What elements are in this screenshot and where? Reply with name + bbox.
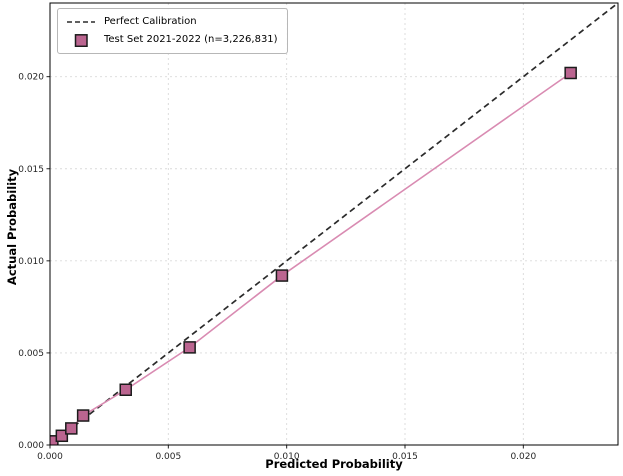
data-point-marker xyxy=(76,409,90,422)
dashed-line-swatch xyxy=(67,21,95,23)
y-tick-label: 0.005 xyxy=(18,349,44,359)
data-point-marker xyxy=(275,269,289,282)
perfect-calibration-line xyxy=(49,2,619,446)
square-marker-swatch xyxy=(74,33,88,47)
x-tick-label: 0.000 xyxy=(37,452,63,462)
data-point-marker xyxy=(65,422,78,435)
legend-item-test-set: Test Set 2021-2022 (n=3,226,831) xyxy=(66,33,278,47)
square-marker-swatch-rect xyxy=(74,33,88,47)
x-tick-label: 0.020 xyxy=(510,452,536,462)
y-tick-label: 0.020 xyxy=(18,73,44,83)
legend-label-perfect-calibration: Perfect Calibration xyxy=(104,16,197,27)
y-tick-label: 0.015 xyxy=(18,165,44,175)
legend-item-perfect-calibration: Perfect Calibration xyxy=(66,15,278,29)
y-axis-label: Actual Probability xyxy=(5,168,19,286)
data-point-marker xyxy=(119,383,132,396)
y-tick-label: 0.010 xyxy=(18,257,44,267)
legend-label-test-set: Test Set 2021-2022 (n=3,226,831) xyxy=(104,34,278,45)
data-point-marker xyxy=(564,66,577,80)
test-set-series xyxy=(49,66,577,446)
x-tick-label: 0.015 xyxy=(392,452,418,462)
data-point-marker xyxy=(183,341,196,354)
data-point-marker xyxy=(55,429,69,443)
y-tick-label: 0.000 xyxy=(18,441,44,451)
plot-border xyxy=(49,2,619,446)
x-tick-label: 0.005 xyxy=(155,452,181,462)
x-axis-label: Predicted Probability xyxy=(265,457,403,471)
legend: Perfect Calibration Test Set 2021-2022 (… xyxy=(57,8,288,54)
x-tick-label: 0.010 xyxy=(274,452,300,462)
